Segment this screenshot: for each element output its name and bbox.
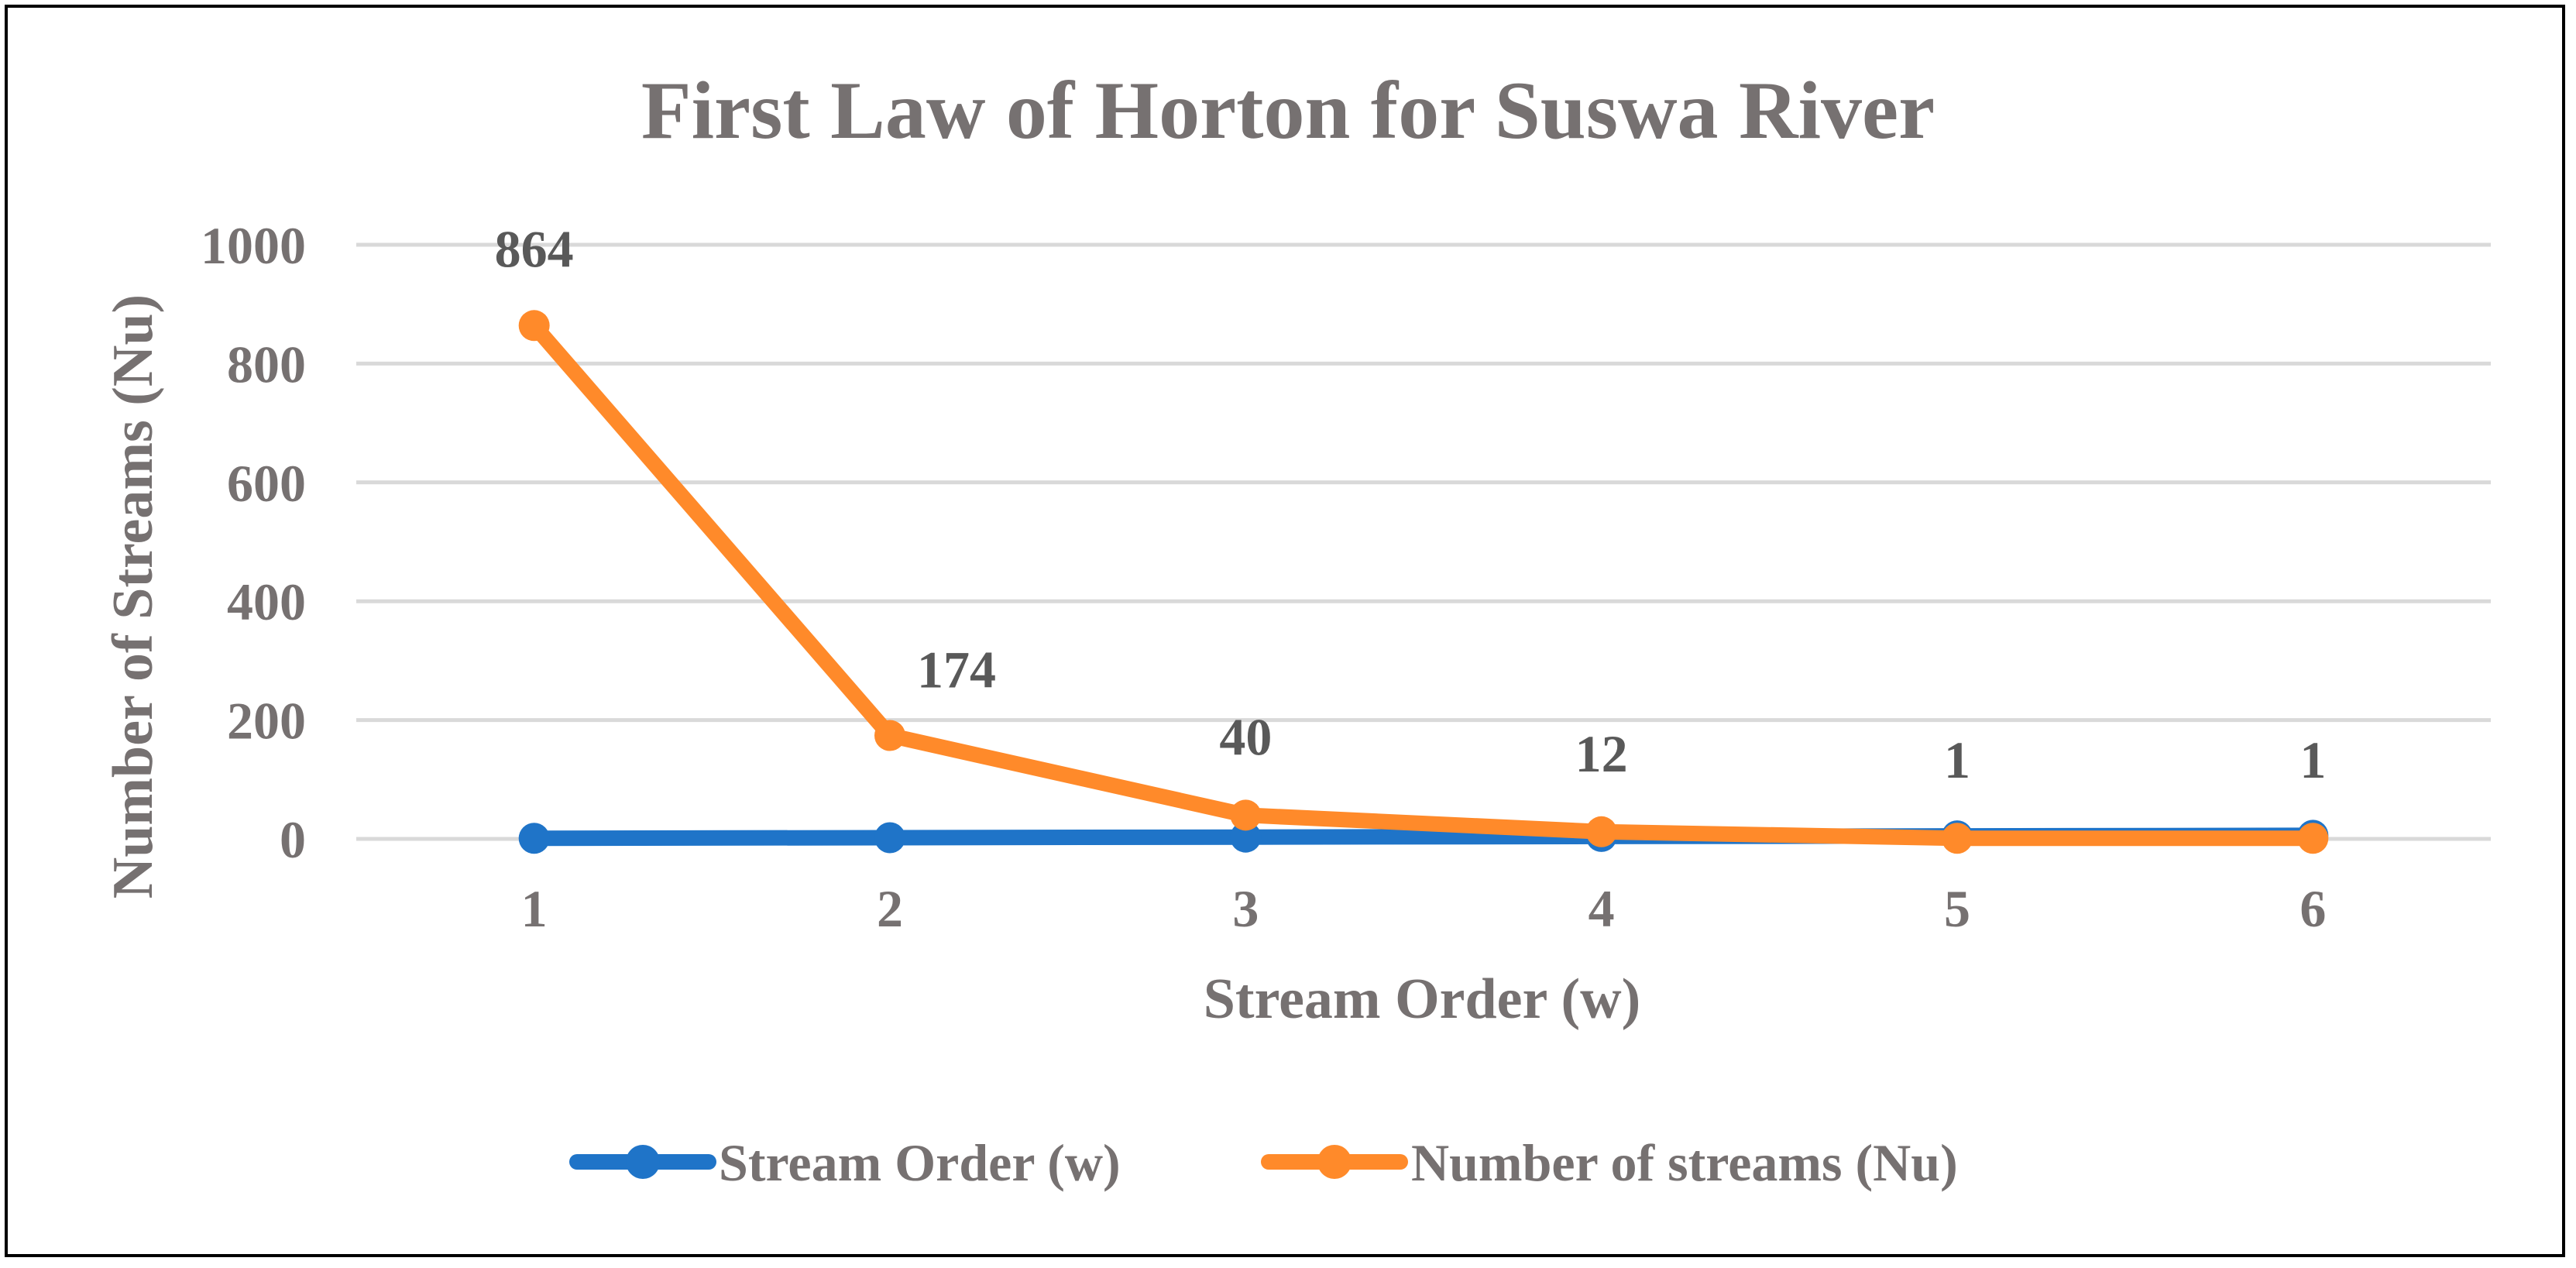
data-point-stream-order <box>1230 821 1262 853</box>
y-tick-label: 200 <box>227 692 306 751</box>
data-label: 40 <box>1219 707 1272 766</box>
y-axis-title: Number of Streams (Nu) <box>101 294 165 899</box>
y-tick-label: 400 <box>227 572 306 631</box>
data-point-number-of-streams <box>2297 823 2329 854</box>
x-tick-label: 5 <box>1944 879 1970 938</box>
data-label: 1 <box>2300 730 2326 789</box>
data-label: 174 <box>917 641 996 699</box>
y-tick-label: 0 <box>280 810 306 869</box>
data-label: 1 <box>1944 730 1970 789</box>
y-axis-ticks: 0 200 400 600 800 1000 <box>201 216 306 869</box>
data-label: 864 <box>495 219 574 278</box>
data-point-number-of-streams <box>1585 816 1617 847</box>
series-layer <box>518 310 2329 854</box>
data-point-number-of-streams <box>1230 799 1262 831</box>
series-line-number-of-streams <box>526 318 2321 847</box>
chart-title: First Law of Horton for Suswa River <box>641 65 1935 156</box>
legend: Stream Order (w) Number of streams (Nu) <box>569 1133 1958 1192</box>
chart-frame <box>5 5 2565 1257</box>
data-point-stream-order <box>874 822 905 854</box>
y-tick-label: 600 <box>227 454 306 513</box>
data-point-stream-order <box>518 823 550 854</box>
legend-label-number-of-streams: Number of streams (Nu) <box>1411 1133 1958 1192</box>
x-tick-label: 6 <box>2300 879 2326 938</box>
y-tick-label: 800 <box>227 335 306 393</box>
x-tick-label: 3 <box>1232 879 1259 938</box>
x-tick-label: 1 <box>521 879 548 938</box>
x-axis-title: Stream Order (w) <box>1204 967 1640 1031</box>
y-tick-label: 1000 <box>201 216 306 275</box>
x-tick-label: 4 <box>1589 879 1615 938</box>
data-point-number-of-streams <box>518 310 550 342</box>
data-labels: 864 174 40 12 1 1 <box>495 219 2327 789</box>
legend-marker-number-of-streams <box>1317 1145 1352 1179</box>
x-axis-ticks: 1 2 3 4 5 6 <box>521 879 2327 938</box>
legend-label-stream-order: Stream Order (w) <box>719 1133 1121 1192</box>
data-point-number-of-streams <box>874 720 905 751</box>
data-point-number-of-streams <box>1942 823 1973 854</box>
gridlines <box>356 242 2491 841</box>
data-label: 12 <box>1575 724 1628 783</box>
legend-marker-stream-order <box>626 1145 660 1179</box>
x-tick-label: 2 <box>877 879 903 938</box>
